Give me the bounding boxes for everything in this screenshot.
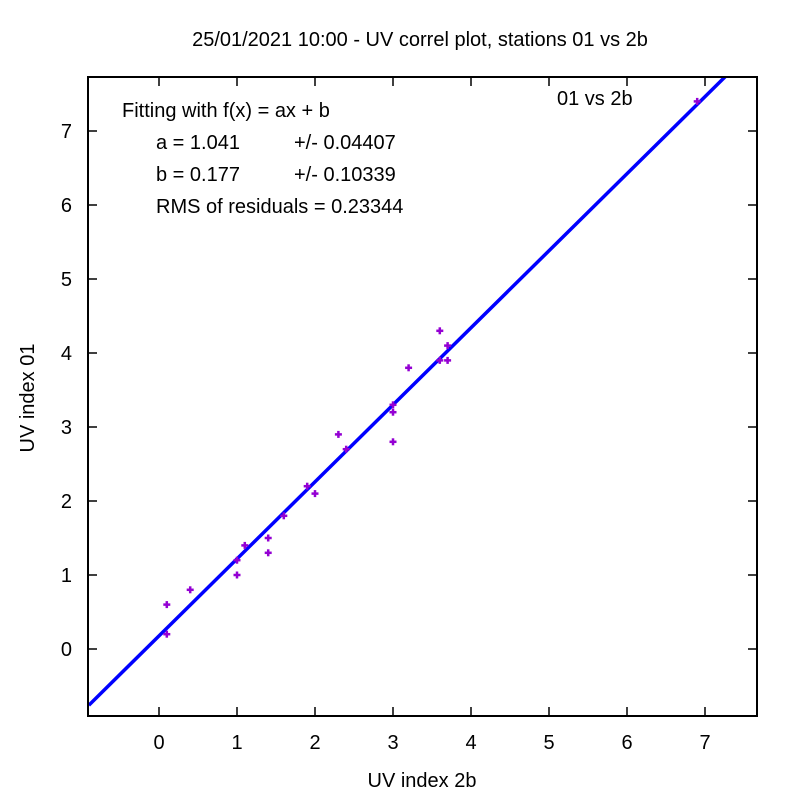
y-tick-label: 0: [61, 639, 72, 661]
x-tick-label: 1: [231, 732, 242, 754]
data-point: [233, 556, 241, 564]
data-point: [264, 549, 272, 557]
y-tick-label: 3: [61, 417, 72, 439]
fit-formula: Fitting with f(x) = ax + b: [122, 100, 330, 122]
legend-entry: 01 vs 2b: [557, 88, 633, 110]
plot-frame: [87, 76, 758, 717]
data-point: [444, 356, 452, 364]
data-point: [436, 327, 444, 335]
data-point: [389, 408, 397, 416]
data-point: [334, 430, 342, 438]
data-point: [444, 342, 452, 350]
fit-b-value: b = 0.177: [156, 164, 240, 186]
x-tick-label: 2: [309, 732, 320, 754]
y-tick-label: 6: [61, 195, 72, 217]
plot-marks: [88, 77, 728, 707]
y-axis-label: UV index 01: [17, 344, 39, 453]
fit-b-error: +/- 0.10339: [294, 164, 396, 186]
data-point: [233, 571, 241, 579]
data-point: [389, 401, 397, 409]
x-tick-label: 5: [543, 732, 554, 754]
y-tick-label: 4: [61, 343, 72, 365]
x-tick-label: 3: [387, 732, 398, 754]
data-point: [163, 601, 171, 609]
y-axis-ticks: 0 1 2 3 4 5 6 7: [61, 121, 757, 661]
data-point: [264, 534, 272, 542]
x-axis-label: UV index 2b: [368, 770, 477, 792]
data-point: [436, 356, 444, 364]
x-tick-label: 4: [465, 732, 476, 754]
fit-a-value: a = 1.041: [156, 132, 240, 154]
y-tick-label: 7: [61, 121, 72, 143]
data-point: [280, 512, 288, 520]
fit-a-error: +/- 0.04407: [294, 132, 396, 154]
x-tick-label: 0: [153, 732, 164, 754]
y-tick-label: 1: [61, 565, 72, 587]
data-point: [186, 586, 194, 594]
y-tick-label: 2: [61, 491, 72, 513]
y-tick-label: 5: [61, 269, 72, 291]
data-point: [163, 630, 171, 638]
fit-rms: RMS of residuals = 0.23344: [156, 196, 403, 218]
data-point: [342, 445, 350, 453]
chart-title: 25/01/2021 10:00 - UV correl plot, stati…: [192, 29, 648, 51]
fit-annotation: Fitting with f(x) = ax + b a = 1.041 +/-…: [122, 100, 403, 218]
x-tick-label: 6: [621, 732, 632, 754]
data-point: [405, 364, 413, 372]
data-point: [311, 490, 319, 498]
data-point: [303, 482, 311, 490]
x-axis-ticks: 0 1 2 3 4 5 6 7: [153, 77, 711, 754]
data-point: [389, 438, 397, 446]
fit-line: [88, 77, 728, 707]
data-point: [693, 97, 701, 105]
data-point: [241, 541, 249, 549]
x-tick-label: 7: [699, 732, 710, 754]
